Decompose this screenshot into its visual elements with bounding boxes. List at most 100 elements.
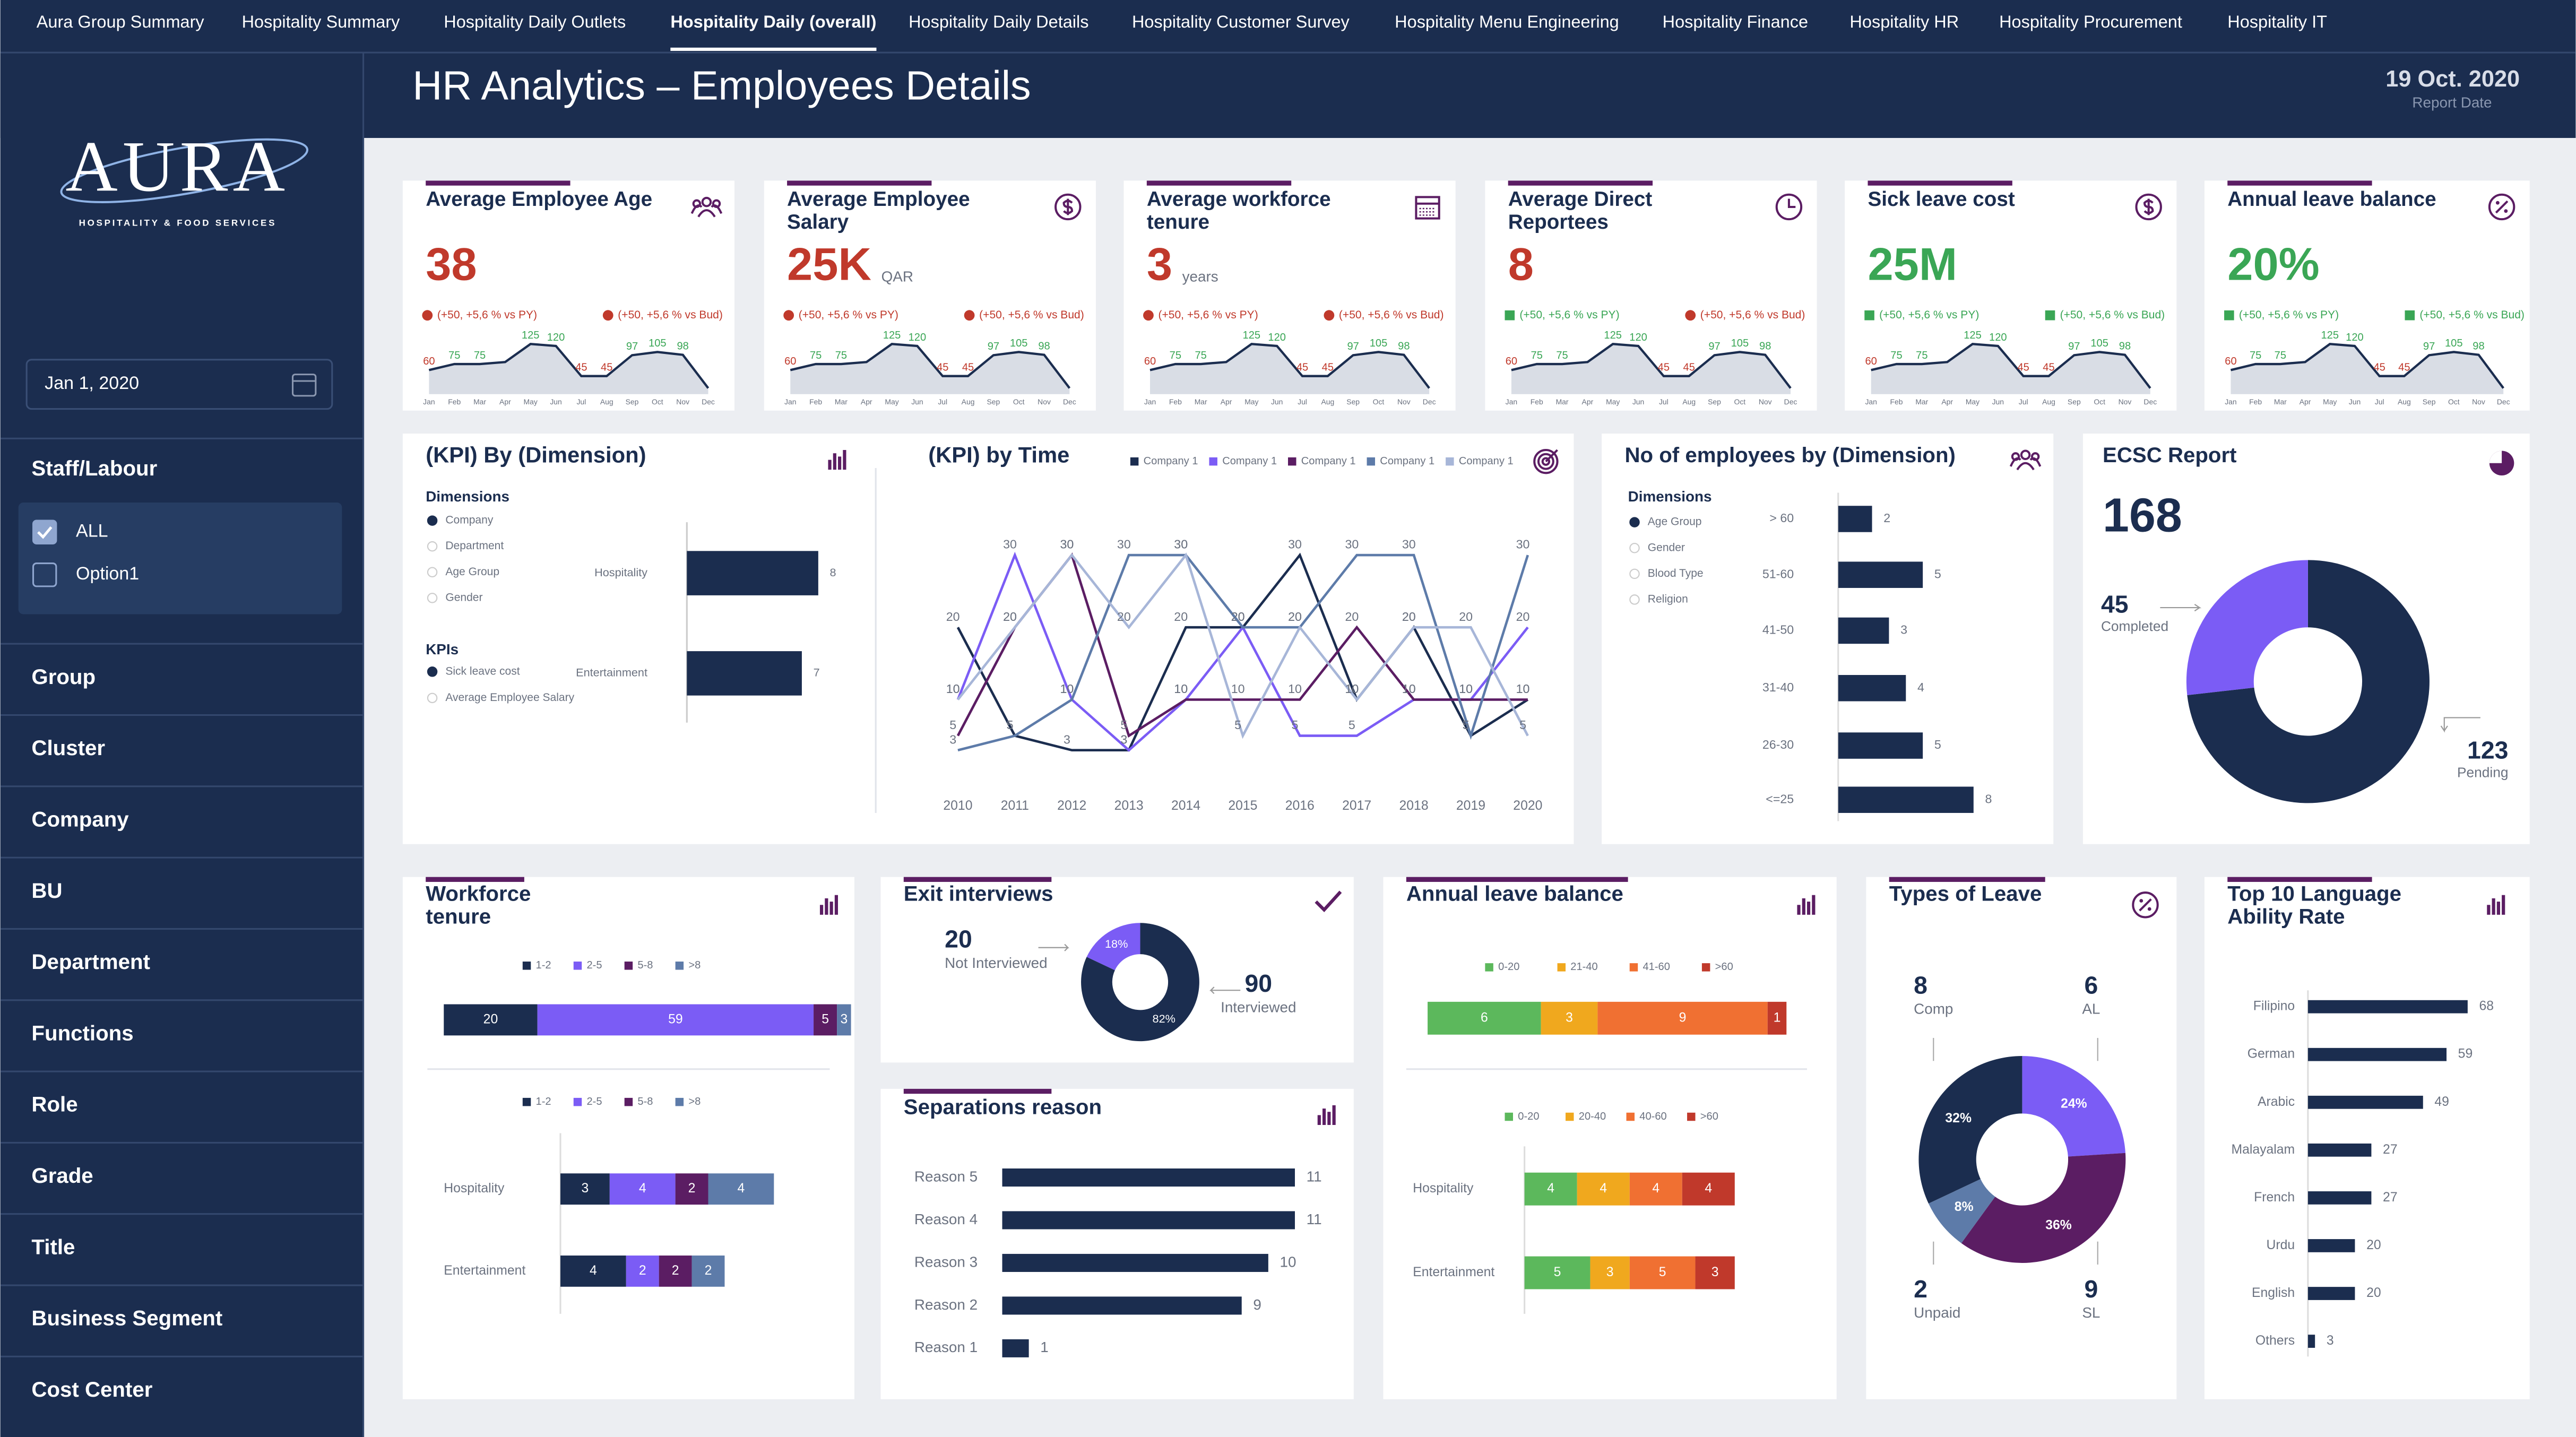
radio[interactable]: [1629, 568, 1640, 579]
legend-label: Company 1: [1380, 455, 1434, 467]
point-label: 20: [1345, 610, 1359, 624]
sparkline-label: 75: [448, 350, 460, 361]
nav-tab[interactable]: Hospitality Daily (overall): [670, 12, 876, 31]
radio-label[interactable]: Age Group: [1648, 516, 1702, 528]
icon: [2030, 452, 2040, 461]
sparkline-month: Apr: [2300, 397, 2311, 406]
radio-label[interactable]: Average Employee Salary: [445, 691, 574, 704]
card: [402, 434, 1574, 844]
filter-section[interactable]: Company: [31, 807, 129, 831]
radio[interactable]: [1629, 543, 1640, 553]
radio-label[interactable]: Gender: [1648, 541, 1685, 553]
bar-category-label: > 60: [1769, 511, 1794, 525]
radio-label[interactable]: Gender: [445, 591, 482, 603]
sparkline-area: [1150, 344, 1430, 394]
bar-category-label: 41-50: [1762, 623, 1794, 637]
radio[interactable]: [1629, 517, 1640, 527]
date-input[interactable]: [25, 359, 333, 410]
nav-tab[interactable]: Hospitality IT: [2227, 12, 2327, 31]
filter-section[interactable]: Functions: [31, 1021, 133, 1045]
sparkline-month: Jul: [1298, 397, 1307, 406]
checkbox[interactable]: [32, 562, 57, 587]
sparkline-area: [1871, 344, 2150, 394]
legend-label: 2-5: [586, 959, 602, 971]
point-label: 10: [1459, 682, 1473, 696]
nav-tab[interactable]: Hospitality Procurement: [1999, 12, 2182, 31]
nav-tab[interactable]: Hospitality HR: [1849, 12, 1959, 31]
point-label: 5: [1463, 718, 1469, 732]
filter-section[interactable]: BU: [31, 879, 62, 903]
sparkline-month: Jan: [1506, 397, 1517, 406]
sparkline-month: Aug: [600, 397, 613, 406]
bar-category-label: 31-40: [1762, 680, 1794, 694]
date-input-value[interactable]: Jan 1, 2020: [45, 373, 139, 393]
sparkline-label: 60: [784, 356, 796, 367]
radio[interactable]: [427, 567, 438, 577]
radio-label[interactable]: Age Group: [445, 566, 499, 578]
bar-value-label: 7: [814, 666, 820, 679]
icon: [1315, 890, 1342, 913]
card: [1383, 877, 1837, 1399]
nav-tab[interactable]: Hospitality Daily Details: [909, 12, 1088, 31]
nav-tab[interactable]: Aura Group Summary: [37, 12, 205, 31]
filter-section[interactable]: Cost Center: [31, 1378, 152, 1401]
radio[interactable]: [427, 593, 438, 603]
radio-label[interactable]: Blood Type: [1648, 567, 1704, 579]
nav-tab[interactable]: Hospitality Daily Outlets: [444, 12, 626, 31]
point-label: 20: [1003, 610, 1017, 624]
segment-label: 3: [1711, 1265, 1719, 1279]
annotation-value: 20: [945, 925, 972, 953]
radio-label[interactable]: Company: [445, 514, 493, 526]
section-label: KPIs: [426, 641, 459, 657]
checkbox[interactable]: [32, 520, 57, 544]
filter-section[interactable]: Cluster: [31, 736, 105, 760]
nav-tab[interactable]: Hospitality Customer Survey: [1132, 12, 1350, 31]
sparkline-label: 120: [547, 332, 565, 343]
trend-text: (+50, +5,6 % vs Bud): [979, 309, 1084, 321]
legend-swatch: [1557, 963, 1566, 972]
icon: [843, 449, 846, 470]
nav-tab[interactable]: Hospitality Summary: [242, 12, 401, 31]
radio-label[interactable]: Department: [445, 540, 504, 552]
sparkline-month: Oct: [1373, 397, 1385, 406]
sparkline-month: Mar: [1915, 397, 1928, 406]
kpi-value: 25M: [1868, 239, 1957, 290]
nav-tab[interactable]: Hospitality Finance: [1663, 12, 1808, 31]
sparkline-label: 45: [1683, 362, 1695, 374]
icon: [1327, 1112, 1331, 1125]
trend-text: (+50, +5,6 % vs PY): [1519, 309, 1619, 321]
bar-segment: [444, 1004, 538, 1036]
kpi-unit: years: [1182, 268, 1218, 284]
filter-section[interactable]: Title: [31, 1235, 75, 1259]
nav-tab[interactable]: Hospitality Menu Engineering: [1395, 12, 1619, 31]
icon: [2020, 449, 2031, 461]
filter-section[interactable]: Department: [31, 950, 150, 974]
filter-section[interactable]: Group: [31, 665, 96, 689]
filter-section[interactable]: Grade: [31, 1164, 93, 1188]
panel-title: tenure: [426, 905, 491, 929]
sparkline-month: Nov: [1759, 397, 1772, 406]
trend-marker: [2224, 310, 2234, 321]
active-tab-underline: [670, 47, 877, 51]
sparkline-label: 45: [575, 362, 587, 374]
filter-section[interactable]: Role: [31, 1093, 77, 1116]
card-accent: [1889, 877, 2045, 882]
trend-text: (+50, +5,6 % vs PY): [799, 309, 898, 321]
bar-value-label: 20: [2366, 1286, 2381, 1300]
filter-option[interactable]: Option1: [76, 564, 139, 584]
filter-option[interactable]: ALL: [76, 521, 108, 541]
radio-label[interactable]: Sick leave cost: [445, 665, 520, 677]
radio[interactable]: [427, 692, 438, 704]
sparkline-label: 75: [1916, 350, 1927, 361]
radio-label[interactable]: Religion: [1648, 593, 1688, 605]
radio[interactable]: [1629, 594, 1640, 605]
card-title: Average workforce: [1147, 188, 1331, 211]
bar-category-label: 26-30: [1762, 738, 1794, 751]
filter-section[interactable]: Business Segment: [31, 1306, 222, 1330]
bar-segment: [1428, 1001, 1541, 1035]
radio[interactable]: [427, 515, 438, 526]
radio[interactable]: [427, 541, 438, 552]
point-label: 30: [1174, 538, 1188, 551]
icon: [838, 456, 842, 470]
radio[interactable]: [427, 666, 438, 677]
